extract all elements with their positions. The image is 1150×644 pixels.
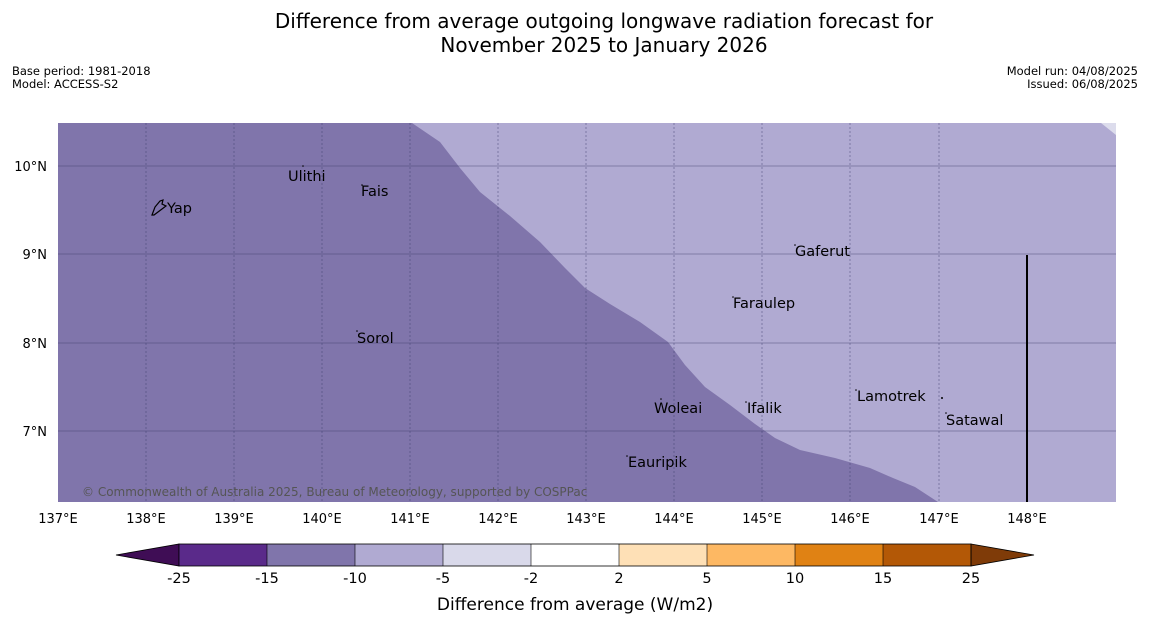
place-woleai: Woleai bbox=[654, 401, 702, 417]
lon-label-144e: 144°E bbox=[654, 512, 694, 527]
place-ifalik: Ifalik bbox=[747, 401, 782, 417]
place-eauripik: Eauripik bbox=[628, 455, 687, 471]
colorbar-bin bbox=[531, 544, 619, 566]
colorbar-bin bbox=[795, 544, 883, 566]
model-run: Model run: 04/08/2025 bbox=[1006, 64, 1138, 78]
place-fais: Fais bbox=[361, 184, 388, 200]
colorbar-tick: 15 bbox=[874, 571, 892, 587]
place-gaferut: Gaferut bbox=[795, 244, 850, 260]
gridlines bbox=[58, 123, 1116, 502]
base-period: Base period: 1981-2018 bbox=[12, 64, 151, 78]
colorbar-tick: -25 bbox=[167, 571, 191, 587]
colorbar-bin bbox=[707, 544, 795, 566]
lat-label-10n: 10°N bbox=[14, 160, 47, 175]
colorbar-tick: -5 bbox=[436, 571, 450, 587]
colorbar-bin bbox=[179, 544, 267, 566]
model-name: Model: ACCESS-S2 bbox=[12, 77, 119, 91]
place-ulithi: Ulithi bbox=[288, 169, 326, 185]
colorbar-bin bbox=[443, 544, 531, 566]
lon-label-145e: 145°E bbox=[742, 512, 782, 527]
lon-label-138e: 138°E bbox=[126, 512, 166, 527]
colorbar-bin bbox=[883, 544, 971, 566]
colorbar-tick: 25 bbox=[962, 571, 980, 587]
place-satawal: Satawal bbox=[946, 413, 1003, 429]
colorbar-extend-high bbox=[970, 543, 1035, 567]
anomaly-region-lightest bbox=[1101, 123, 1116, 135]
lat-label-8n: 8°N bbox=[23, 337, 48, 352]
title-line-1: Difference from average outgoing longwav… bbox=[274, 9, 934, 33]
lon-label-147e: 147°E bbox=[919, 512, 959, 527]
lon-label-142e: 142°E bbox=[478, 512, 518, 527]
colorbar-bin bbox=[619, 544, 707, 566]
run-info: Model run: 04/08/2025 Issued: 06/08/2025 bbox=[1007, 65, 1138, 91]
colorbar-title: Difference from average (W/m2) bbox=[437, 595, 713, 615]
lon-label-140e: 140°E bbox=[302, 512, 342, 527]
colorbar: -25 -15 -10 -5 -2 2 5 10 15 25 Differenc… bbox=[115, 543, 1035, 615]
island-dots bbox=[302, 165, 947, 457]
lon-label-148e: 148°E bbox=[1007, 512, 1047, 527]
colorbar-bin bbox=[267, 544, 355, 566]
colorbar-tick: -10 bbox=[343, 571, 367, 587]
colorbar-tick: -2 bbox=[524, 571, 538, 587]
lat-label-9n: 9°N bbox=[23, 248, 48, 263]
lon-label-139e: 139°E bbox=[214, 512, 254, 527]
lon-label-137e: 137°E bbox=[38, 512, 78, 527]
place-yap: Yap bbox=[166, 201, 192, 217]
colorbar-tick: 5 bbox=[702, 571, 711, 587]
issued-date: Issued: 06/08/2025 bbox=[1027, 77, 1138, 91]
colorbar-extend-low bbox=[115, 543, 180, 567]
map-title: Difference from average outgoing longwav… bbox=[0, 9, 1150, 57]
lat-label-7n: 7°N bbox=[23, 425, 48, 440]
colorbar-bin bbox=[355, 544, 443, 566]
base-info: Base period: 1981-2018 Model: ACCESS-S2 bbox=[12, 65, 151, 91]
place-sorol: Sorol bbox=[357, 331, 394, 347]
colorbar-tick: 10 bbox=[786, 571, 804, 587]
colorbar-tick: 2 bbox=[614, 571, 623, 587]
place-lamotrek: Lamotrek bbox=[857, 389, 926, 405]
title-line-2: November 2025 to January 2026 bbox=[440, 33, 768, 57]
place-faraulep: Faraulep bbox=[733, 296, 795, 312]
lon-label-141e: 141°E bbox=[390, 512, 430, 527]
yap-island-shape bbox=[151, 199, 168, 216]
lon-label-146e: 146°E bbox=[830, 512, 870, 527]
colorbar-tick: -15 bbox=[255, 571, 279, 587]
copyright-notice: © Commonwealth of Australia 2025, Bureau… bbox=[82, 485, 587, 499]
lon-label-143e: 143°E bbox=[566, 512, 606, 527]
